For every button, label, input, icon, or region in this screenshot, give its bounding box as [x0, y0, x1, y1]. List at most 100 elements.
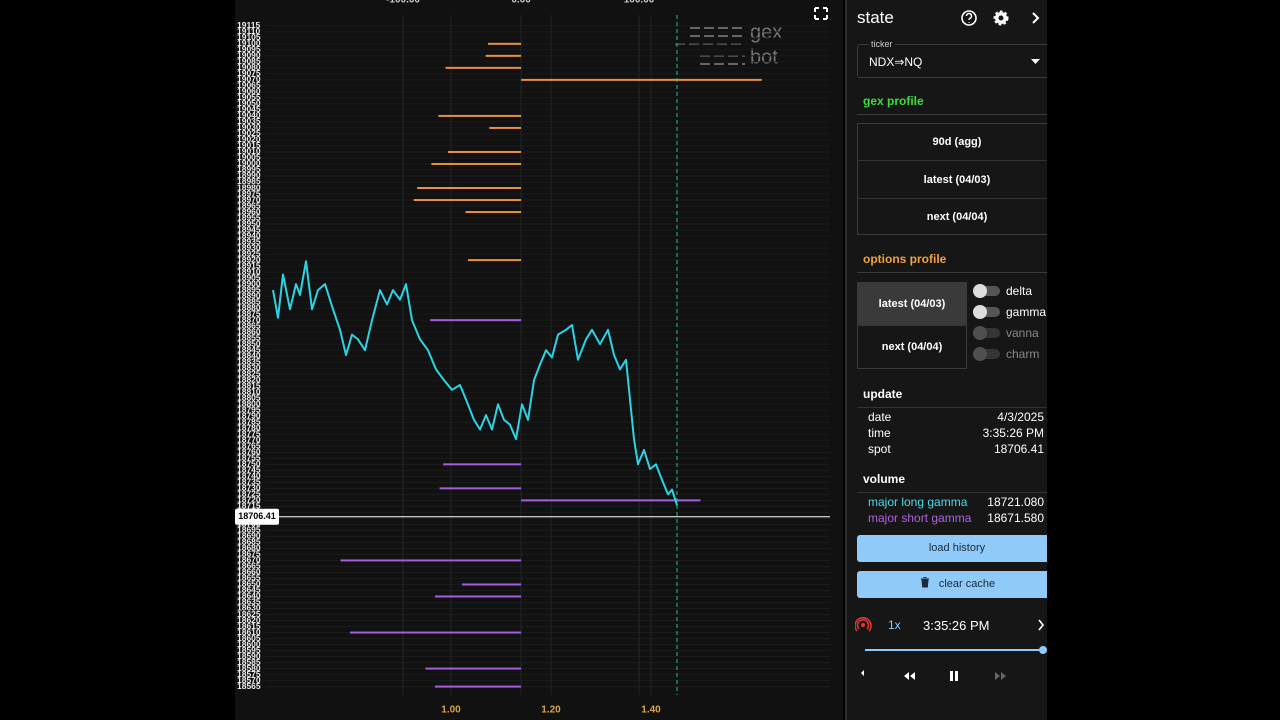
options-button[interactable]: next (04/04)	[881, 341, 943, 353]
gex-profile-buttons: 90d (agg) latest (04/03) next (04/04)	[857, 123, 1047, 235]
y-tick-label: 18890	[237, 290, 261, 300]
collapse-icon[interactable]	[1032, 12, 1040, 24]
y-tick-label: 19015	[237, 140, 261, 150]
row-label: spot	[868, 442, 891, 456]
y-tick-label: 18695	[237, 525, 261, 535]
fast-forward[interactable]	[995, 672, 1006, 680]
y-tick-label: 18920	[237, 254, 261, 264]
watermark: bot	[750, 46, 778, 68]
y-tick-label: 18895	[237, 284, 261, 294]
y-tick-label: 19110	[237, 26, 260, 36]
rewind[interactable]	[904, 672, 915, 680]
playback-controls	[861, 619, 1047, 681]
row-value: 4/3/2025	[997, 410, 1044, 424]
fullscreen-icon[interactable]	[814, 7, 828, 20]
row-value: 3:35:26 PM	[982, 426, 1044, 440]
trash-icon	[920, 577, 929, 588]
x2-tick-label: 100.00	[624, 0, 655, 6]
y-tick-label: 19045	[237, 104, 261, 114]
row-value: 18671.580	[987, 511, 1044, 525]
gex-bar	[340, 559, 522, 562]
load-history-button[interactable]: load history	[857, 535, 1047, 562]
y-tick-label: 18660	[237, 567, 261, 577]
y-tick-label: 18760	[237, 447, 261, 457]
y-tick-label: 18770	[237, 435, 261, 445]
y-tick-label: 18735	[237, 477, 261, 487]
y-tick-label: 18680	[237, 543, 261, 553]
y-tick-label: 18975	[237, 188, 261, 198]
y-tick-label: 19000	[237, 158, 261, 168]
spot-label: 18706.41	[238, 511, 276, 521]
pause[interactable]	[950, 671, 958, 681]
y-tick-label: 18630	[237, 603, 261, 613]
y-tick-label: 18925	[237, 248, 261, 258]
ticker-select[interactable]: ticker NDX⇒NQ	[857, 39, 1047, 78]
row-label: major long gamma	[868, 495, 968, 509]
y-tick-label: 18570	[237, 675, 261, 685]
y-tick-label: 18665	[237, 561, 261, 571]
profile-button[interactable]: 90d (agg)	[858, 124, 1047, 161]
y-tick-label: 19090	[237, 50, 261, 60]
dropdown-arrow	[1031, 59, 1040, 64]
gex-bar	[439, 487, 522, 490]
y-tick-label: 19115	[237, 20, 260, 30]
toggle[interactable]	[973, 326, 1000, 340]
row-label: date	[868, 410, 892, 424]
y-tick-label: 18575	[237, 669, 261, 679]
y-tick-label: 18725	[237, 489, 261, 499]
step-back[interactable]	[861, 670, 864, 676]
sidebar: state ticker NDX⇒NQ gex profile 90d (agg…	[845, 0, 1047, 720]
toggle-label: vanna	[1006, 326, 1039, 340]
price-line	[272, 260, 678, 506]
y-tick-label: 18905	[237, 272, 261, 282]
gex-bar	[430, 319, 522, 322]
y-tick-label: 19025	[237, 128, 261, 138]
y-tick-label: 18940	[237, 230, 261, 240]
y-tick-label: 19100	[237, 38, 261, 48]
y-tick-label: 18655	[237, 573, 261, 583]
y-tick-label: 18840	[237, 350, 261, 360]
gex-bar	[445, 66, 522, 69]
y-tick-label: 18640	[237, 591, 261, 601]
y-tick-label: 18980	[237, 182, 261, 192]
toggle[interactable]	[973, 305, 1000, 319]
clear-cache-button[interactable]: clear cache	[857, 571, 1047, 598]
x2-tick-label: -100.00	[386, 0, 420, 6]
profile-button[interactable]: next (04/04)	[926, 211, 988, 223]
gex-bar	[413, 199, 522, 202]
section-header: gex profile	[857, 94, 1047, 115]
spot-label-box	[235, 508, 279, 525]
y-tick-label: 18945	[237, 224, 261, 234]
y-tick-label: 19050	[237, 98, 261, 108]
toggle-label: gamma	[1006, 305, 1047, 319]
y-tick-label: 18835	[237, 356, 261, 366]
y-tick-label: 19040	[237, 110, 261, 120]
help-icon[interactable]	[961, 10, 977, 26]
toggle[interactable]	[973, 347, 1000, 361]
speed[interactable]: 1x	[888, 618, 901, 632]
options-button[interactable]: latest (04/03)	[858, 283, 966, 326]
y-tick-label: 19005	[237, 152, 261, 162]
y-tick-label: 19060	[237, 86, 261, 96]
y-tick-label: 19055	[237, 92, 261, 102]
toggle[interactable]	[973, 284, 1000, 298]
toggle-label: charm	[1006, 347, 1040, 361]
gex-bar	[465, 211, 522, 214]
y-tick-label: 18615	[237, 621, 261, 631]
y-tick-label: 19010	[237, 146, 261, 156]
y-tick-label: 18795	[237, 405, 261, 415]
gex-bar	[521, 78, 762, 81]
y-tick-label: 18645	[237, 585, 261, 595]
button-label: clear cache	[938, 578, 996, 590]
y-tick-label: 18670	[237, 555, 261, 565]
live-icon[interactable]	[855, 617, 873, 635]
y-tick-label: 18965	[237, 200, 261, 210]
y-tick-label: 18790	[237, 411, 261, 421]
gex-bar	[462, 583, 522, 586]
y-tick-label: 18915	[237, 260, 261, 270]
y-tick-label: 18900	[237, 278, 261, 288]
y-tick-label: 18585	[237, 657, 261, 667]
panel-title: state	[857, 8, 894, 27]
profile-button[interactable]: latest (04/03)	[858, 161, 1047, 199]
